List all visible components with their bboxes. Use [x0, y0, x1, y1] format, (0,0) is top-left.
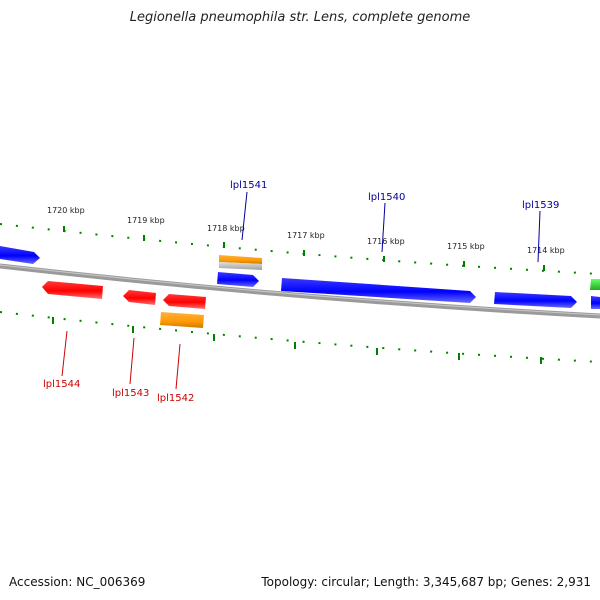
- orange-feature-upper: [219, 255, 262, 264]
- scale-label-1714: 1714 kbp: [527, 246, 565, 255]
- gene-label-lpl1543: lpl1543: [112, 388, 149, 399]
- map-title: Legionella pneumophila str. Lens, comple…: [129, 10, 471, 25]
- gray-feature-upper: [219, 262, 262, 270]
- gene-label-lpl1540: lpl1540: [368, 192, 405, 203]
- leader-lpl1544: [61, 330, 68, 377]
- forward-label-leaders: [241, 191, 541, 263]
- scale-label-1715: 1715 kbp: [447, 242, 485, 251]
- leader-lpl1539: [537, 210, 541, 263]
- scale-label-1716: 1716 kbp: [367, 237, 405, 246]
- gene-label-lpl1541: lpl1541: [230, 180, 267, 191]
- scale-label-1720: 1720 kbp: [47, 206, 85, 215]
- scale-label-1719: 1719 kbp: [127, 216, 165, 225]
- genome-backbone: [0, 263, 600, 319]
- gene-label-lpl1544: lpl1544: [43, 379, 80, 390]
- scale-label-1717: 1717 kbp: [287, 231, 325, 240]
- orange-feature-lower: [160, 312, 204, 328]
- reverse-gene-lpl1543: [123, 290, 156, 305]
- inner-tick-track: [0, 311, 600, 363]
- forward-gene-offscreen-left: [0, 246, 40, 264]
- leader-lpl1543: [129, 337, 135, 385]
- reverse-gene-lpl1542: [163, 294, 206, 309]
- forward-gene-lpl1540: [281, 278, 476, 303]
- gene-label-lpl1542: lpl1542: [157, 393, 194, 404]
- gene-label-lpl1539: lpl1539: [522, 200, 559, 211]
- outer-major-ticks: [63, 226, 545, 271]
- forward-gene-lpl1541: [217, 272, 259, 287]
- reverse-gene-lpl1544: [42, 281, 103, 299]
- forward-gene-lpl1539: [494, 292, 577, 308]
- genome-backbone-highlight: [0, 264, 600, 316]
- leader-lpl1541: [241, 191, 248, 241]
- genome-summary-text: Topology: circular; Length: 3,345,687 bp…: [261, 575, 591, 589]
- forward-gene-offscreen-right: [591, 296, 600, 309]
- leader-lpl1540: [381, 202, 386, 253]
- accession-text: Accession: NC_006369: [9, 575, 146, 589]
- scale-label-1718: 1718 kbp: [207, 224, 245, 233]
- green-feature: [590, 279, 600, 290]
- inner-major-ticks: [52, 317, 542, 364]
- leader-lpl1542: [175, 343, 181, 390]
- reverse-label-leaders: [61, 330, 181, 390]
